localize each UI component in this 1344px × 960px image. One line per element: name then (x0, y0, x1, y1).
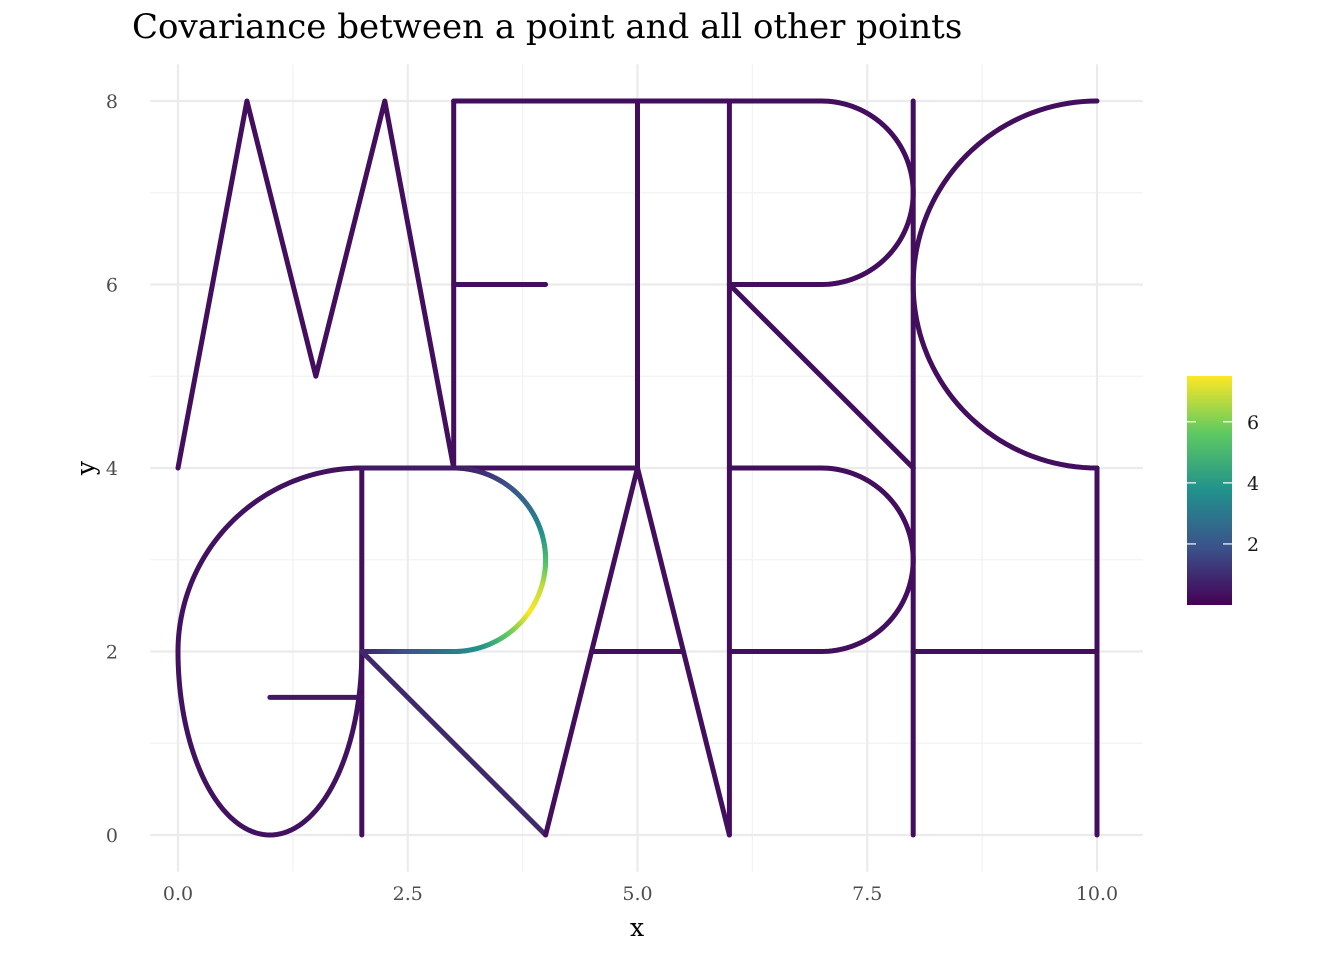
y-axis-ticks: 0 2 4 6 8 (106, 91, 118, 847)
y-tick-label: 8 (106, 91, 118, 113)
chart-title: Covariance between a point and all other… (132, 7, 962, 47)
y-tick-label: 6 (106, 275, 118, 297)
x-axis-label: x (630, 913, 644, 942)
series-path (726, 282, 916, 471)
x-tick-label: 0.0 (163, 883, 193, 905)
y-axis-label: y (71, 460, 100, 476)
grid (150, 64, 1143, 872)
series-path (359, 649, 549, 838)
x-tick-label: 10.0 (1076, 883, 1118, 905)
series-path (175, 98, 457, 471)
colorbar (1187, 376, 1232, 605)
colorbar-legend: 2 4 6 (1187, 376, 1259, 605)
series-path (543, 465, 732, 838)
data-series (175, 98, 1100, 838)
series-arc (175, 649, 365, 838)
x-tick-label: 5.0 (622, 883, 652, 905)
x-tick-label: 7.5 (852, 883, 882, 905)
y-tick-label: 2 (106, 642, 118, 664)
y-tick-label: 4 (106, 458, 118, 480)
x-tick-label: 2.5 (393, 883, 423, 905)
series-arc (910, 98, 1100, 471)
colorbar-tick-label: 6 (1247, 412, 1259, 434)
series-arc (175, 465, 365, 654)
x-axis-ticks: 0.0 2.5 5.0 7.5 10.0 (163, 883, 1118, 905)
colorbar-tick-label: 4 (1247, 473, 1259, 495)
y-tick-label: 0 (106, 825, 118, 847)
colorbar-tick-label: 2 (1247, 534, 1259, 556)
